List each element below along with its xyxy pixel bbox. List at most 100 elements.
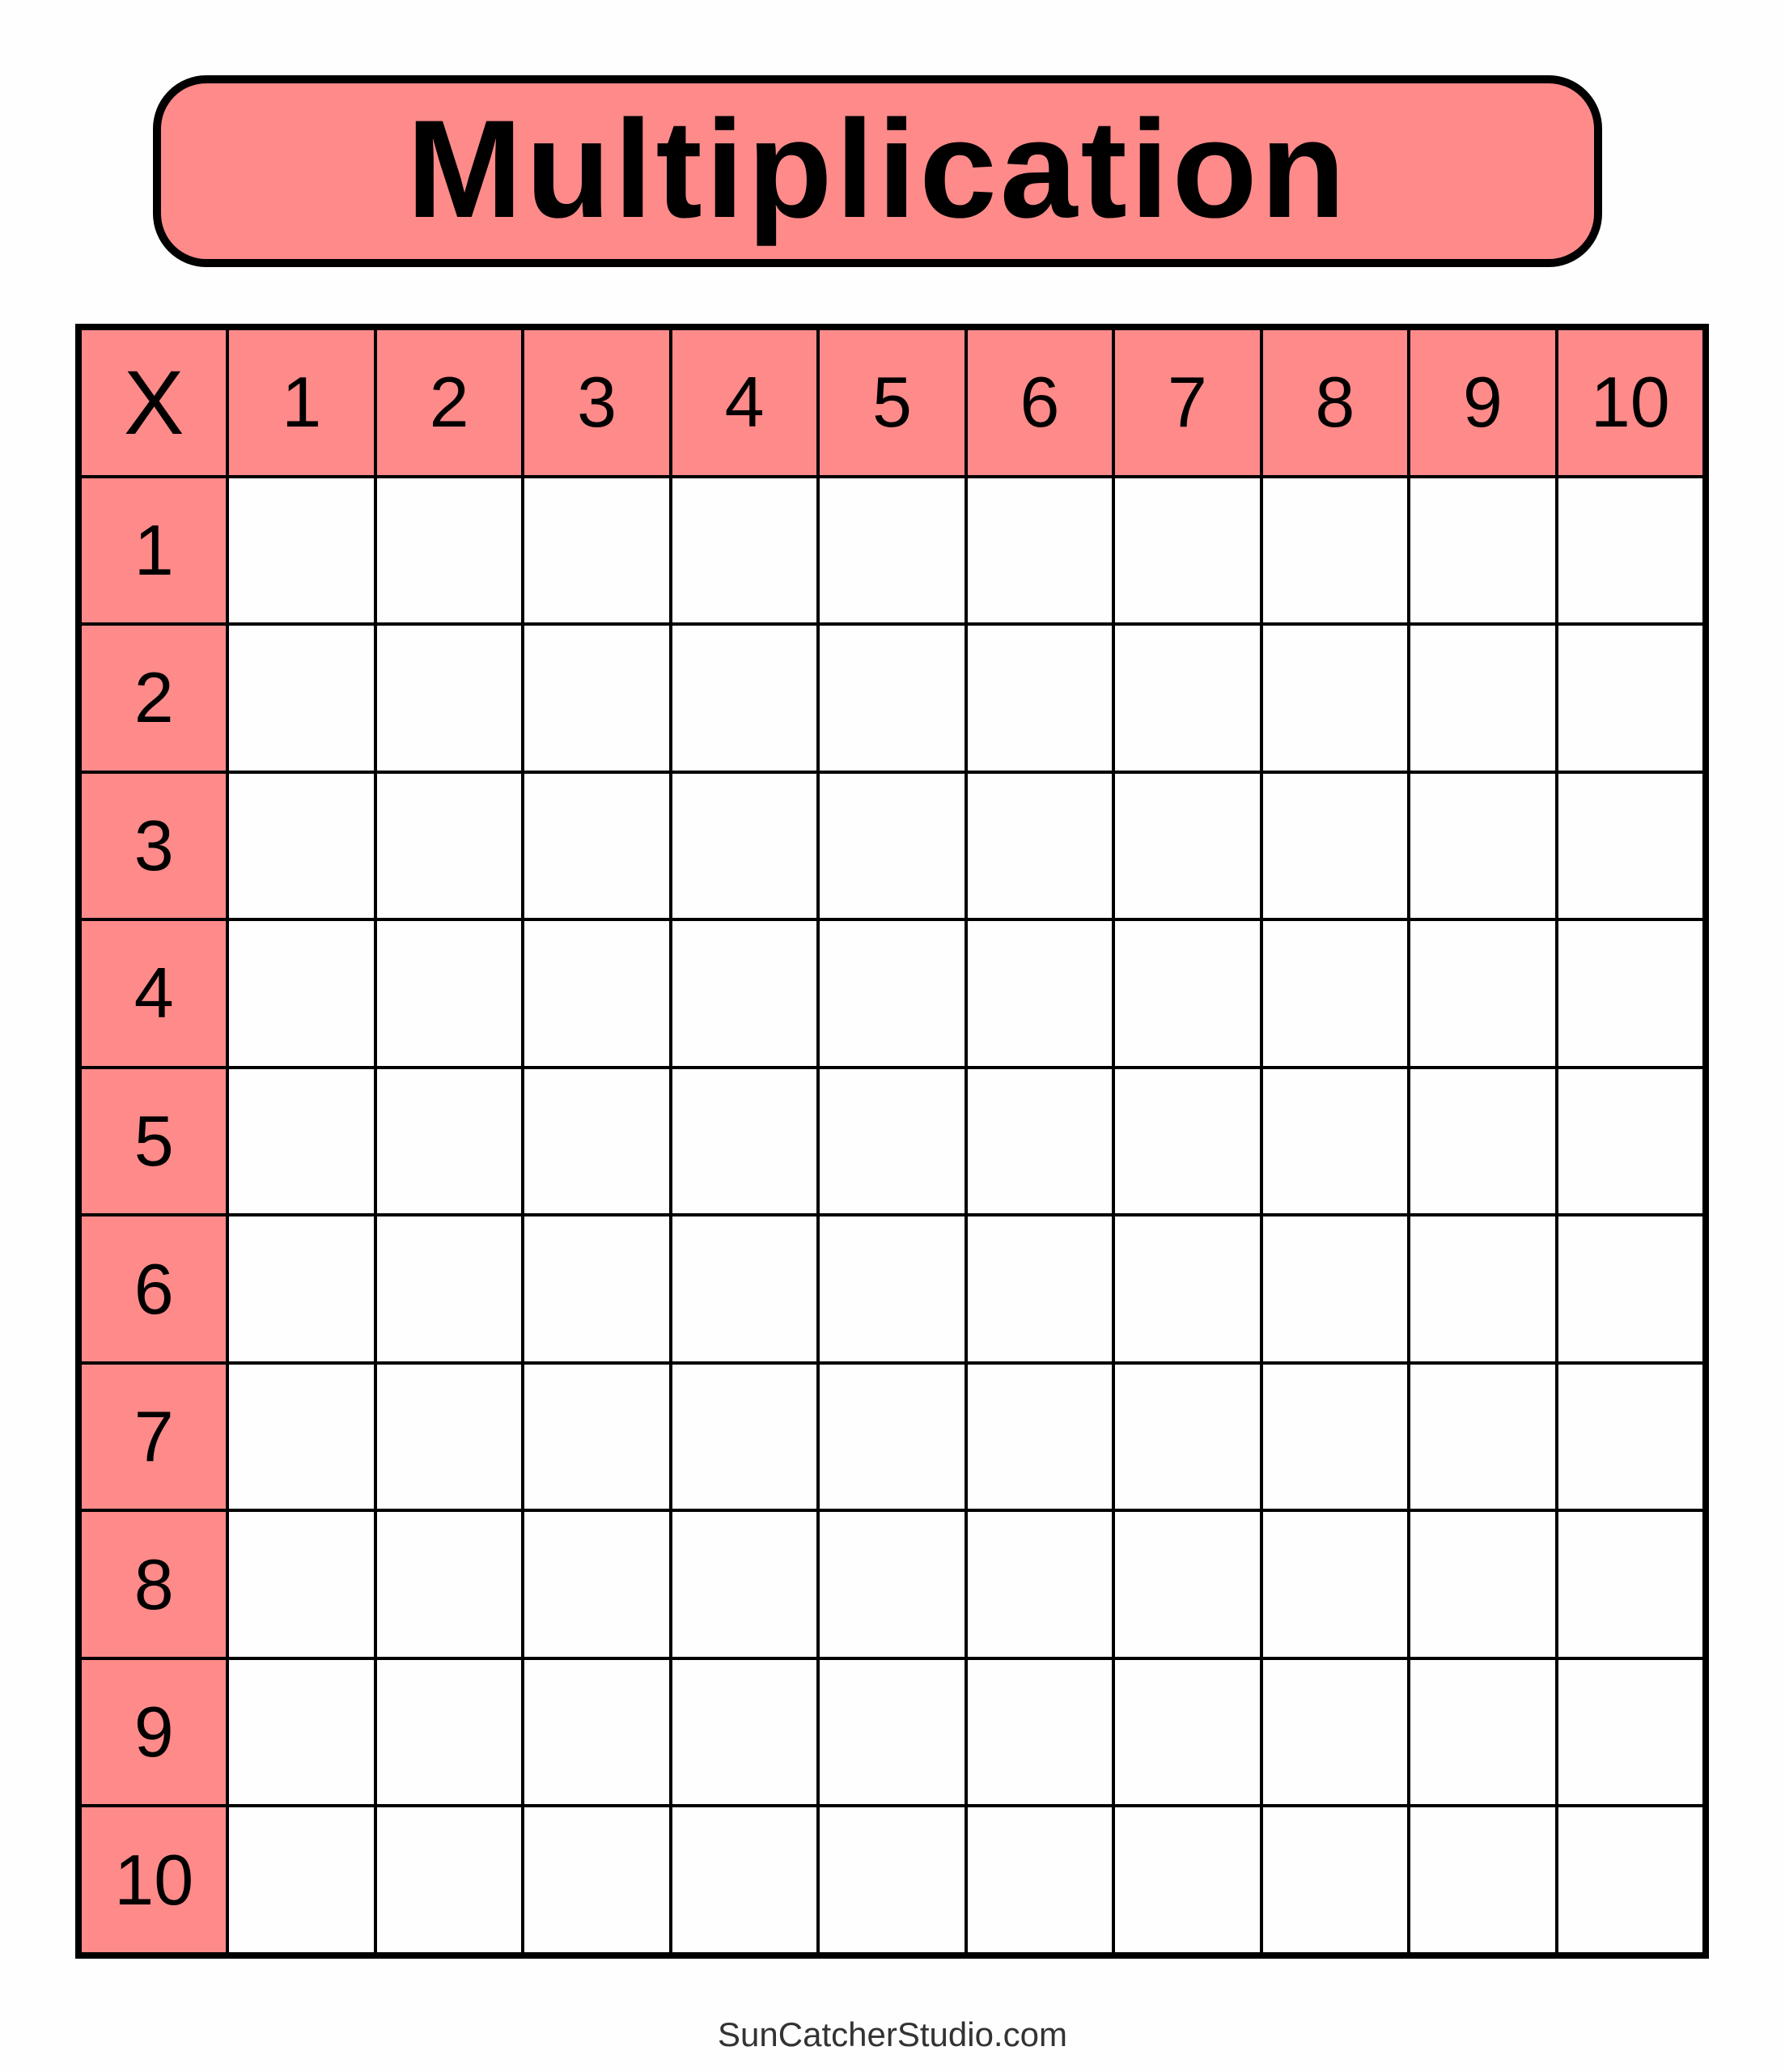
answer-cell[interactable] xyxy=(376,773,522,919)
answer-cell[interactable] xyxy=(1115,1364,1260,1509)
answer-cell[interactable] xyxy=(1262,626,1408,771)
answer-cell[interactable] xyxy=(1262,1807,1408,1952)
answer-cell[interactable] xyxy=(967,1659,1113,1805)
answer-cell[interactable] xyxy=(672,1068,817,1214)
answer-cell[interactable] xyxy=(1115,1659,1260,1805)
answer-cell[interactable] xyxy=(1115,1807,1260,1952)
answer-cell[interactable] xyxy=(1262,773,1408,919)
answer-cell[interactable] xyxy=(524,773,669,919)
answer-cell[interactable] xyxy=(820,1807,965,1952)
answer-cell[interactable] xyxy=(1115,773,1260,919)
answer-cell[interactable] xyxy=(1558,1512,1702,1657)
answer-cell[interactable] xyxy=(820,478,965,623)
answer-cell[interactable] xyxy=(524,1512,669,1657)
answer-cell[interactable] xyxy=(1558,1216,1702,1361)
answer-cell[interactable] xyxy=(376,1068,522,1214)
answer-cell[interactable] xyxy=(1410,626,1555,771)
answer-cell[interactable] xyxy=(1558,1807,1702,1952)
answer-cell[interactable] xyxy=(1410,1659,1555,1805)
answer-cell[interactable] xyxy=(672,1807,817,1952)
answer-cell[interactable] xyxy=(524,1659,669,1805)
answer-cell[interactable] xyxy=(1410,1364,1555,1509)
answer-cell[interactable] xyxy=(229,478,374,623)
answer-cell[interactable] xyxy=(376,626,522,771)
answer-cell[interactable] xyxy=(967,1364,1113,1509)
answer-cell[interactable] xyxy=(524,1807,669,1952)
answer-cell[interactable] xyxy=(820,1659,965,1805)
answer-cell[interactable] xyxy=(376,1216,522,1361)
answer-cell[interactable] xyxy=(229,773,374,919)
answer-cell[interactable] xyxy=(820,1216,965,1361)
answer-cell[interactable] xyxy=(229,1068,374,1214)
answer-cell[interactable] xyxy=(967,921,1113,1066)
answer-cell[interactable] xyxy=(229,921,374,1066)
answer-cell[interactable] xyxy=(967,1216,1113,1361)
answer-cell[interactable] xyxy=(820,1068,965,1214)
answer-cell[interactable] xyxy=(376,1512,522,1657)
answer-cell[interactable] xyxy=(672,773,817,919)
answer-cell[interactable] xyxy=(820,1512,965,1657)
answer-cell[interactable] xyxy=(1410,1068,1555,1214)
answer-cell[interactable] xyxy=(524,478,669,623)
answer-cell[interactable] xyxy=(1410,478,1555,623)
answer-cell[interactable] xyxy=(672,1512,817,1657)
answer-cell[interactable] xyxy=(524,1364,669,1509)
answer-cell[interactable] xyxy=(967,626,1113,771)
answer-cell[interactable] xyxy=(967,478,1113,623)
answer-cell[interactable] xyxy=(524,1216,669,1361)
answer-cell[interactable] xyxy=(376,478,522,623)
answer-cell[interactable] xyxy=(1262,1659,1408,1805)
answer-cell[interactable] xyxy=(1262,1216,1408,1361)
answer-cell[interactable] xyxy=(672,626,817,771)
answer-cell[interactable] xyxy=(1262,1364,1408,1509)
answer-cell[interactable] xyxy=(1410,773,1555,919)
answer-cell[interactable] xyxy=(376,1364,522,1509)
answer-cell[interactable] xyxy=(1558,1364,1702,1509)
answer-cell[interactable] xyxy=(376,1807,522,1952)
answer-cell[interactable] xyxy=(967,1807,1113,1952)
answer-cell[interactable] xyxy=(820,773,965,919)
answer-cell[interactable] xyxy=(1410,1807,1555,1952)
answer-cell[interactable] xyxy=(1558,1068,1702,1214)
answer-cell[interactable] xyxy=(1558,1659,1702,1805)
answer-cell[interactable] xyxy=(229,1807,374,1952)
answer-cell[interactable] xyxy=(524,1068,669,1214)
answer-cell[interactable] xyxy=(1558,626,1702,771)
answer-cell[interactable] xyxy=(672,478,817,623)
answer-cell[interactable] xyxy=(1262,1068,1408,1214)
answer-cell[interactable] xyxy=(229,1216,374,1361)
answer-cell[interactable] xyxy=(524,921,669,1066)
answer-cell[interactable] xyxy=(820,921,965,1066)
answer-cell[interactable] xyxy=(672,1659,817,1805)
answer-cell[interactable] xyxy=(1115,478,1260,623)
answer-cell[interactable] xyxy=(229,1512,374,1657)
answer-cell[interactable] xyxy=(229,1659,374,1805)
answer-cell[interactable] xyxy=(376,1659,522,1805)
answer-cell[interactable] xyxy=(967,1512,1113,1657)
answer-cell[interactable] xyxy=(967,773,1113,919)
answer-cell[interactable] xyxy=(672,1364,817,1509)
answer-cell[interactable] xyxy=(1262,478,1408,623)
answer-cell[interactable] xyxy=(524,626,669,771)
answer-cell[interactable] xyxy=(376,921,522,1066)
answer-cell[interactable] xyxy=(1115,1068,1260,1214)
answer-cell[interactable] xyxy=(229,626,374,771)
answer-cell[interactable] xyxy=(967,1068,1113,1214)
answer-cell[interactable] xyxy=(1115,1512,1260,1657)
answer-cell[interactable] xyxy=(1410,1512,1555,1657)
answer-cell[interactable] xyxy=(1410,921,1555,1066)
answer-cell[interactable] xyxy=(1115,626,1260,771)
answer-cell[interactable] xyxy=(672,1216,817,1361)
answer-cell[interactable] xyxy=(229,1364,374,1509)
answer-cell[interactable] xyxy=(820,626,965,771)
answer-cell[interactable] xyxy=(1262,1512,1408,1657)
answer-cell[interactable] xyxy=(672,921,817,1066)
answer-cell[interactable] xyxy=(820,1364,965,1509)
answer-cell[interactable] xyxy=(1115,1216,1260,1361)
answer-cell[interactable] xyxy=(1410,1216,1555,1361)
answer-cell[interactable] xyxy=(1558,921,1702,1066)
answer-cell[interactable] xyxy=(1558,773,1702,919)
answer-cell[interactable] xyxy=(1558,478,1702,623)
answer-cell[interactable] xyxy=(1262,921,1408,1066)
answer-cell[interactable] xyxy=(1115,921,1260,1066)
